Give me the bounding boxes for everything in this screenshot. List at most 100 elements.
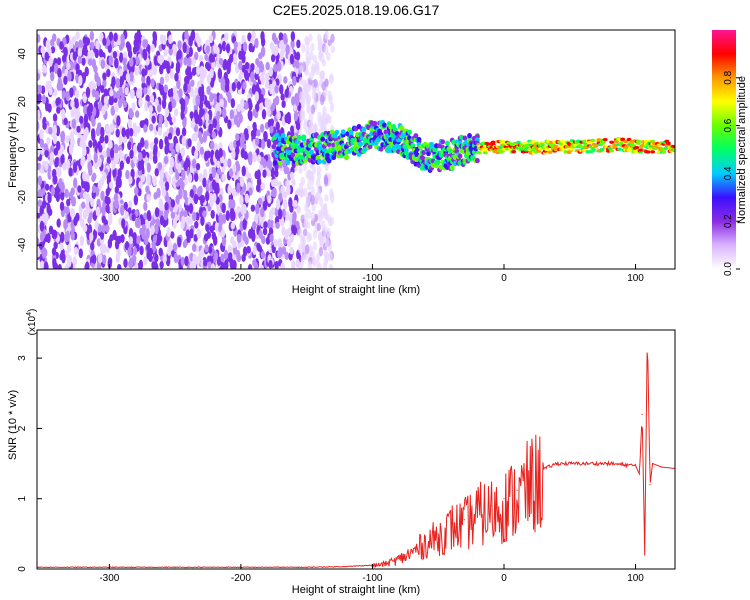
heatmap-cell xyxy=(171,148,176,158)
snr-data-point xyxy=(437,533,439,535)
heatmap-cell xyxy=(230,98,236,109)
heatmap-cell xyxy=(81,57,86,66)
heatmap-cell xyxy=(37,162,41,171)
heatmap-cell xyxy=(475,158,480,164)
heatmap-cell xyxy=(250,71,255,83)
heatmap-cell xyxy=(57,67,62,78)
heatmap-cell xyxy=(82,191,88,200)
heatmap-cell xyxy=(45,39,51,50)
heatmap-cell xyxy=(215,185,220,194)
heatmap-cell xyxy=(413,133,419,139)
heatmap-cell xyxy=(42,122,47,130)
heatmap-cell xyxy=(118,135,123,146)
heatmap-cell xyxy=(164,107,170,118)
heatmap-cell xyxy=(312,229,318,239)
heatmap-cell xyxy=(132,246,138,256)
heatmap-cell xyxy=(225,43,231,54)
heatmap-cell xyxy=(146,176,151,187)
heatmap-cell xyxy=(334,129,340,135)
heatmap-cell xyxy=(81,201,86,209)
heatmap-cell xyxy=(127,141,132,151)
heatmap-cell xyxy=(268,227,274,236)
heatmap-cell xyxy=(127,246,132,257)
heatmap-cell xyxy=(252,126,258,137)
heatmap-cell xyxy=(298,243,303,254)
heatmap-cell xyxy=(167,132,173,140)
heatmap-cell xyxy=(123,201,128,211)
heatmap-cell xyxy=(590,138,596,142)
heatmap-cell xyxy=(195,97,200,107)
heatmap-cell xyxy=(273,238,278,248)
heatmap-cell xyxy=(156,237,161,246)
heatmap-cell xyxy=(305,221,311,229)
heatmap-cell xyxy=(272,160,278,166)
snr-data-point xyxy=(529,477,531,479)
heatmap-cell xyxy=(193,172,199,182)
heatmap-cell xyxy=(247,264,253,269)
colorbar-tick-label: 0.4 xyxy=(723,166,734,180)
heatmap-cell xyxy=(184,30,189,42)
heatmap-cell xyxy=(75,31,80,40)
spectrogram-x-label: Height of straight line (km) xyxy=(292,284,420,296)
heatmap-cell xyxy=(109,147,115,159)
heatmap-cell xyxy=(241,165,246,177)
heatmap-cell xyxy=(100,126,105,138)
heatmap-cell xyxy=(516,140,521,144)
heatmap-cell xyxy=(214,221,220,233)
heatmap-cell xyxy=(263,131,268,143)
heatmap-cell xyxy=(292,211,297,221)
heatmap-cell xyxy=(312,257,317,268)
heatmap-cell xyxy=(241,253,246,262)
heatmap-cell xyxy=(88,140,93,148)
heatmap-cell xyxy=(104,135,109,144)
heatmap-cell xyxy=(37,247,41,258)
heatmap-cell xyxy=(136,217,142,229)
heatmap-cell xyxy=(251,30,256,39)
colorbar: 0.0 0.2 0.4 0.6 0.8 Normalized spectral ampl… xyxy=(712,30,748,276)
heatmap-cell xyxy=(200,108,205,116)
heatmap-cell xyxy=(292,224,298,236)
heatmap-cell xyxy=(236,119,241,128)
heatmap-cell xyxy=(46,137,51,145)
heatmap-cell xyxy=(304,244,310,255)
heatmap-cell xyxy=(128,175,133,185)
colorbar-tick-label: 0.6 xyxy=(723,118,734,132)
heatmap-cell xyxy=(225,210,231,222)
heatmap-cell xyxy=(71,35,77,44)
heatmap-cell xyxy=(211,131,217,139)
heatmap-cell xyxy=(280,93,285,101)
heatmap-cell xyxy=(262,158,267,169)
heatmap-cell xyxy=(116,175,121,186)
heatmap-cell xyxy=(149,94,155,104)
heatmap-cell xyxy=(312,241,318,252)
heatmap-cell xyxy=(482,151,488,155)
heatmap-cell xyxy=(153,192,158,200)
heatmap-cell xyxy=(293,110,299,122)
heatmap-cell xyxy=(141,149,147,159)
heatmap-cell xyxy=(240,204,245,215)
heatmap-cell xyxy=(206,231,212,239)
heatmap-cell xyxy=(140,137,145,148)
heatmap-cell xyxy=(602,137,608,142)
heatmap-cell xyxy=(216,167,222,176)
heatmap-cell xyxy=(331,154,337,161)
snr-data-point xyxy=(490,505,492,507)
heatmap-cell xyxy=(299,64,304,73)
heatmap-cell xyxy=(318,213,323,224)
heatmap-cell xyxy=(108,31,114,42)
y-tick-label: -20 xyxy=(17,190,28,205)
heatmap-cell xyxy=(296,39,301,49)
heatmap-cell xyxy=(259,123,265,133)
heatmap-cell xyxy=(217,67,223,80)
heatmap-cell xyxy=(98,48,104,58)
heatmap-cell xyxy=(221,40,227,52)
heatmap-cell xyxy=(176,79,181,90)
heatmap-cell xyxy=(82,146,87,157)
heatmap-cell xyxy=(112,50,118,59)
snr-data-points xyxy=(37,330,675,569)
heatmap-cell xyxy=(314,60,319,70)
heatmap-cell xyxy=(361,126,367,133)
heatmap-cell xyxy=(163,155,169,165)
heatmap-cell xyxy=(39,220,45,232)
heatmap-cell xyxy=(300,43,306,54)
